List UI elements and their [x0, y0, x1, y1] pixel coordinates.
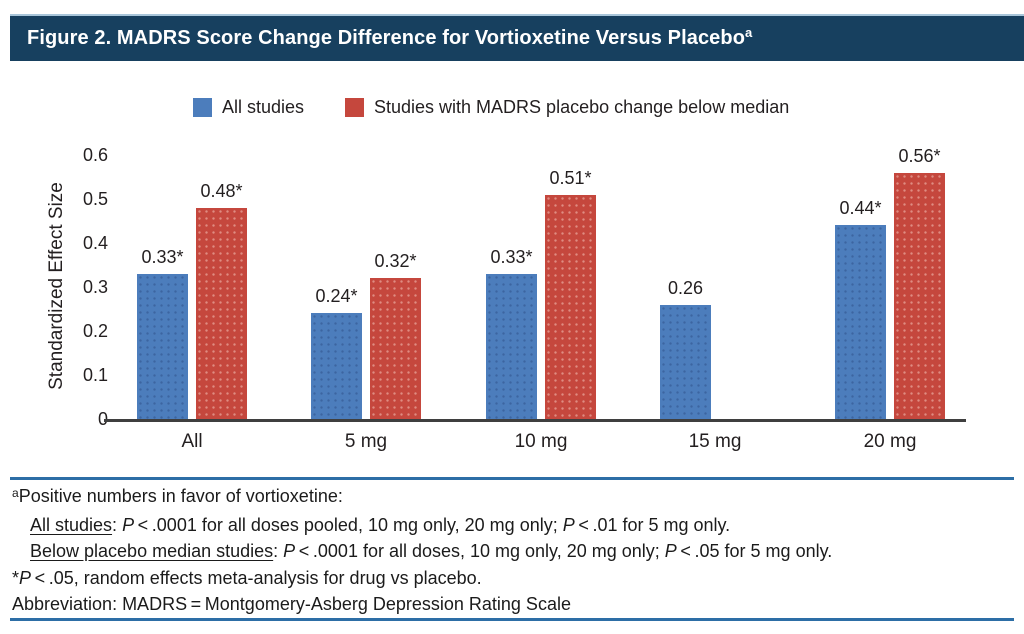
bar-all-studies	[137, 274, 188, 419]
footnote-segment: a	[12, 486, 19, 500]
x-category-label: 10 mg	[514, 431, 568, 452]
figure-title-bar: Figure 2. MADRS Score Change Difference …	[10, 14, 1024, 61]
footnote-segment: P	[283, 541, 296, 561]
y-tick-label: 0.6	[82, 145, 108, 165]
footnote-line: *P < .05, random effects meta-analysis f…	[12, 565, 1012, 592]
x-category-label: 20 mg	[863, 431, 917, 452]
bar-all-studies	[311, 313, 362, 419]
bar-value-label: 0.24*	[315, 286, 358, 306]
x-axis-line	[104, 419, 966, 422]
footnote-segment: All studies	[30, 514, 113, 535]
bar-below-median	[370, 278, 421, 419]
footnote-segment: P	[122, 514, 135, 535]
bar-below-median	[196, 208, 247, 419]
footnote-segment: P	[664, 541, 677, 561]
x-category-label: 5 mg	[344, 431, 388, 452]
bar-value-label: 0.33*	[490, 247, 533, 267]
y-tick-label: 0.1	[82, 365, 108, 385]
bar-all-studies	[486, 274, 537, 419]
legend-item-below-median: Studies with MADRS placebo change below …	[345, 97, 789, 118]
y-tick-label: 0.3	[82, 277, 108, 297]
footnotes: aPositive numbers in favor of vortioxeti…	[12, 483, 1012, 618]
y-tick-label: 0.2	[82, 321, 108, 341]
footnote-segment: < .05, random effects meta-analysis for …	[31, 567, 482, 588]
footnote-line: Abbreviation: MADRS = Montgomery-Asberg …	[12, 591, 1012, 618]
figure-title-text: Figure 2. MADRS Score Change Difference …	[27, 27, 746, 49]
footnote-line: Below placebo median studies: P < .0001 …	[12, 538, 1012, 565]
footnote-segment: P	[19, 567, 32, 588]
bar-value-label: 0.56*	[898, 146, 941, 166]
bar-all-studies	[660, 305, 711, 419]
footnote-segment: < .0001 for all doses, 10 mg only, 20 mg…	[295, 541, 665, 561]
figure-bottom-rule	[10, 618, 1014, 621]
bar-value-label: 0.26	[667, 278, 704, 298]
y-tick-label: 0.5	[82, 189, 108, 209]
footnote-segment: < .01 for 5 mg only.	[574, 514, 731, 535]
legend-item-all-studies: All studies	[193, 97, 304, 118]
bar-below-median	[545, 195, 596, 419]
footnote-line: All studies: P < .0001 for all doses poo…	[12, 512, 1012, 539]
footnote-segment: Below placebo median studies	[30, 541, 274, 561]
footnote-segment: < .05 for 5 mg only.	[676, 541, 833, 561]
footnote-segment: :	[112, 514, 123, 535]
y-tick-label: 0.4	[82, 233, 108, 253]
bar-value-label: 0.33*	[141, 247, 184, 267]
bar-below-median	[894, 173, 945, 419]
footnote-segment: Abbreviation: MADRS = Montgomery-Asberg …	[12, 594, 571, 614]
x-category-label: All	[181, 431, 203, 452]
legend-label-all-studies: All studies	[222, 97, 305, 117]
bar-value-label: 0.51*	[549, 168, 592, 188]
x-category-label: 15 mg	[688, 431, 742, 452]
legend-swatch-below-median	[345, 98, 364, 117]
footnote-segment: P	[562, 514, 575, 535]
footnote-segment: < .0001 for all doses pooled, 10 mg only…	[134, 514, 563, 535]
y-tick-label: 0	[97, 409, 108, 429]
footnote-separator-rule	[10, 477, 1014, 480]
bar-all-studies	[835, 225, 886, 419]
bar-value-label: 0.32*	[374, 251, 417, 271]
bar-value-label: 0.44*	[839, 198, 882, 218]
legend-label-below-median: Studies with MADRS placebo change below …	[374, 97, 790, 117]
legend-swatch-all-studies	[193, 98, 212, 117]
footnote-line: aPositive numbers in favor of vortioxeti…	[12, 483, 1012, 512]
footnote-segment: :	[273, 541, 284, 561]
figure-title: Figure 2. MADRS Score Change Difference …	[10, 25, 753, 50]
figure-title-superscript: a	[745, 25, 753, 40]
footnote-segment: *	[12, 567, 20, 588]
bar-value-label: 0.48*	[200, 181, 243, 201]
footnote-segment: Positive numbers in favor of vortioxetin…	[18, 486, 343, 506]
